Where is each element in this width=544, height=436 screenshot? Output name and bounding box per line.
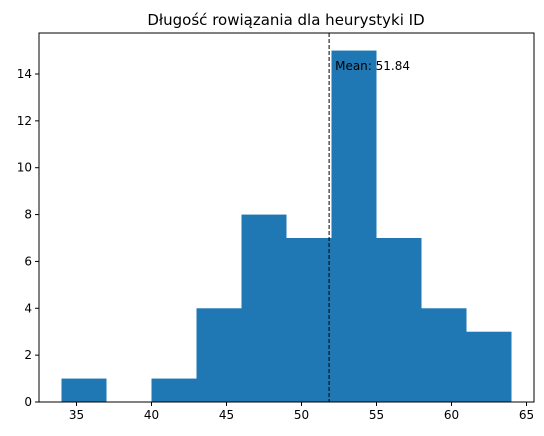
y-tick-label: 10	[17, 161, 32, 175]
y-tick-label: 4	[24, 301, 32, 315]
plot-frame	[38, 32, 535, 403]
histogram-bar	[466, 331, 512, 402]
mean-group: Mean: 51.84	[328, 33, 410, 402]
histogram-bar	[241, 214, 287, 402]
y-tick-label: 0	[24, 395, 32, 409]
x-tick-label: 35	[69, 408, 84, 422]
x-tick-label: 55	[369, 408, 384, 422]
histogram-bar	[151, 378, 197, 402]
mean-annotation: Mean: 51.84	[335, 59, 410, 73]
histogram-bar	[196, 308, 242, 402]
y-tick-label: 14	[17, 67, 32, 81]
y-tick-label: 8	[24, 208, 32, 222]
y-tick-label: 6	[24, 254, 32, 268]
bars-group	[61, 50, 512, 402]
chart-title: Długość rowiązania dla heurystyki ID	[147, 11, 424, 29]
axes-group: 35 40 45 50 55 60 65 0 2 4 6 8 10 12 14	[17, 32, 535, 422]
histogram-bar	[376, 238, 422, 402]
histogram-bar	[421, 308, 467, 402]
x-tick-label: 50	[294, 408, 309, 422]
y-tick-label: 2	[24, 348, 32, 362]
histogram-bar	[61, 378, 107, 402]
histogram-bar	[331, 50, 377, 402]
x-tick-label: 65	[519, 408, 534, 422]
x-tick-label: 40	[144, 408, 159, 422]
y-tick-label: 12	[17, 114, 32, 128]
x-tick-label: 60	[444, 408, 459, 422]
histogram-bar	[286, 238, 332, 402]
x-tick-label: 45	[219, 408, 234, 422]
